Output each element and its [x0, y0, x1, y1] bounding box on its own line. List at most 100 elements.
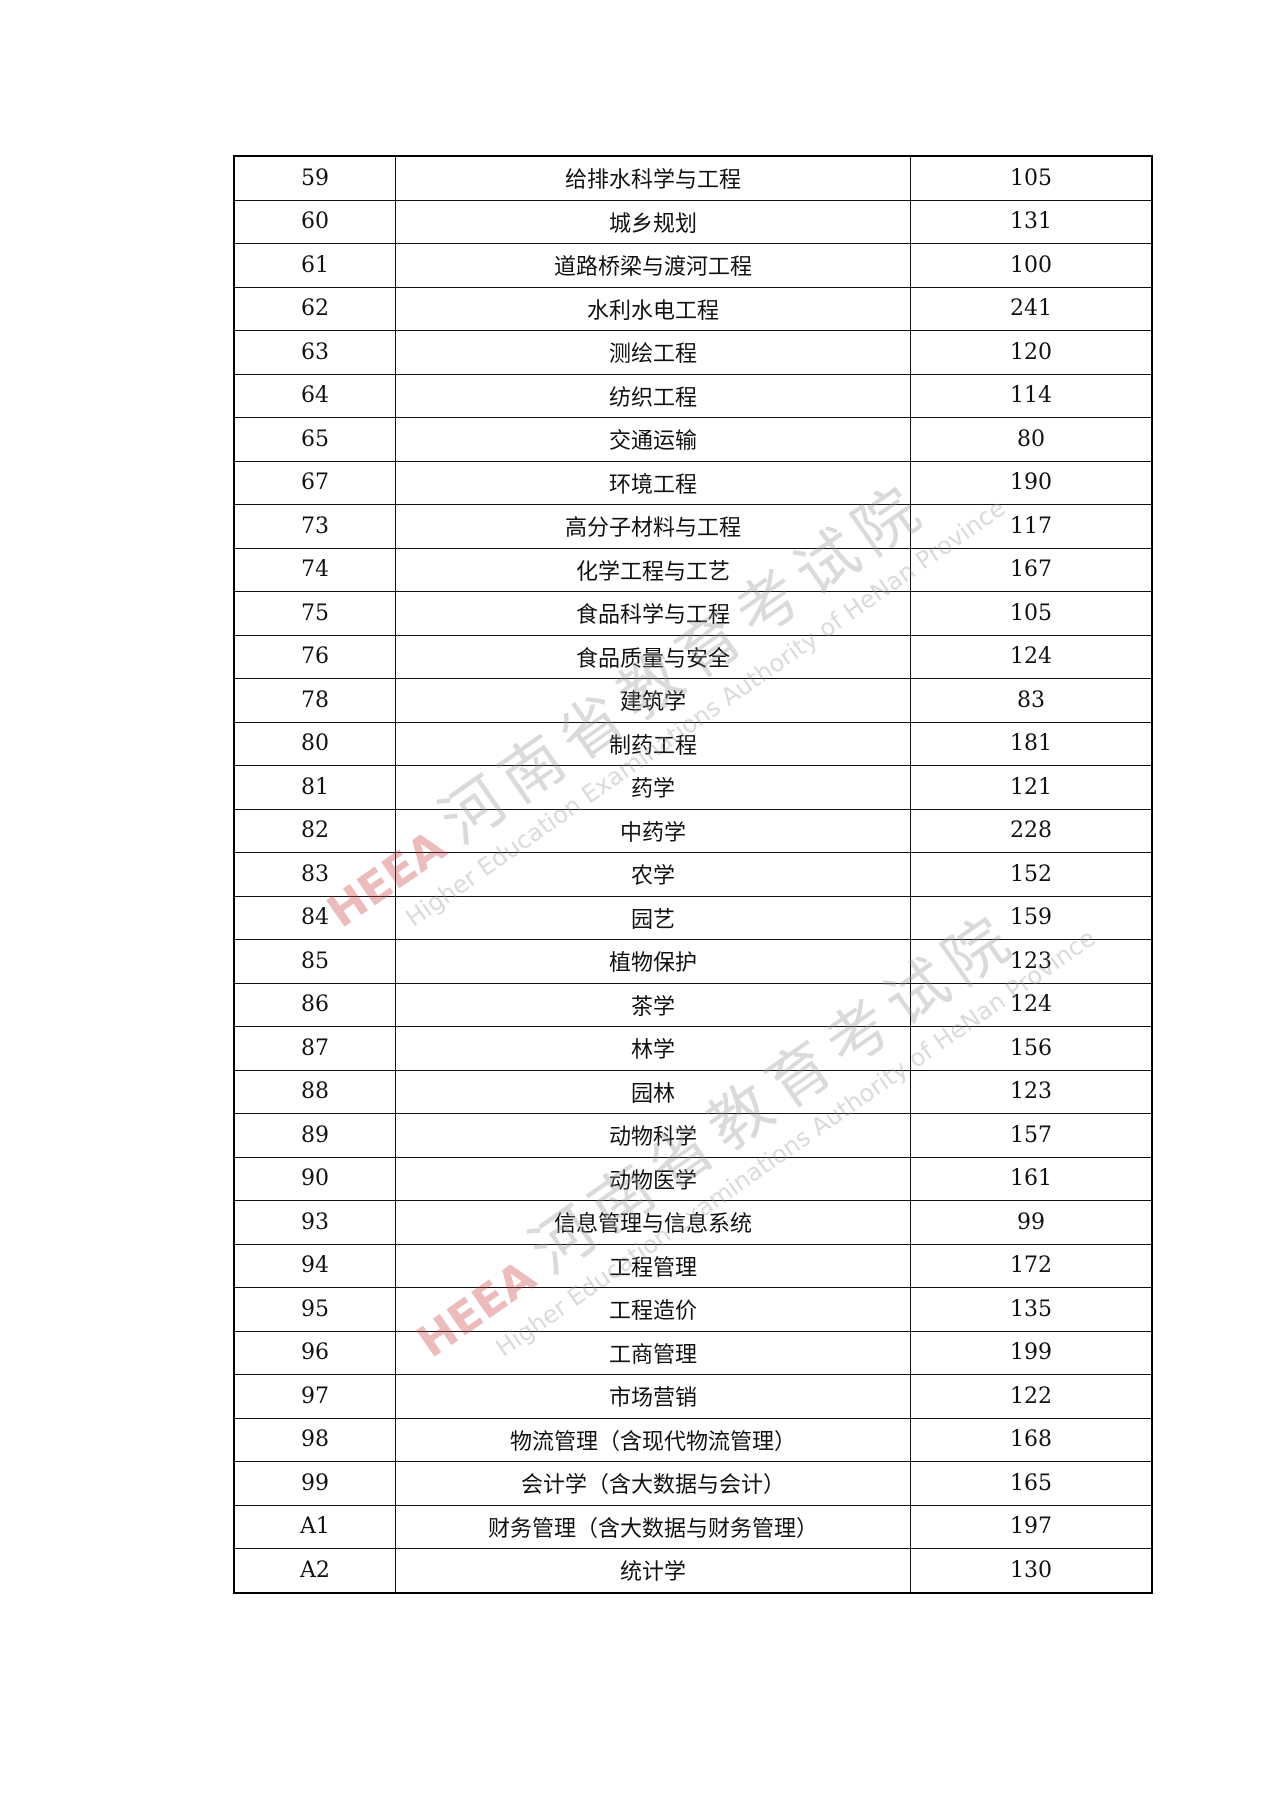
score-cell: 117 — [910, 504, 1153, 549]
code-cell: 88 — [233, 1069, 396, 1114]
table-row: 87 林学 156 — [233, 1026, 1153, 1071]
table-row: 80 制药工程 181 — [233, 721, 1153, 766]
table-row: 60 城乡规划 131 — [233, 199, 1153, 244]
major-cell: 工商管理 — [395, 1330, 911, 1375]
major-cell: 纺织工程 — [395, 373, 911, 418]
major-cell: 高分子材料与工程 — [395, 504, 911, 549]
score-cell: 157 — [910, 1113, 1153, 1158]
code-cell: 76 — [233, 634, 396, 679]
score-cell: 190 — [910, 460, 1153, 505]
score-cell: 159 — [910, 895, 1153, 940]
major-cell: 药学 — [395, 765, 911, 810]
table-row: 85 植物保护 123 — [233, 939, 1153, 984]
major-cell: 物流管理（含现代物流管理） — [395, 1417, 911, 1462]
table-row: 88 园林 123 — [233, 1069, 1153, 1114]
code-cell: 95 — [233, 1287, 396, 1332]
major-cell: 茶学 — [395, 982, 911, 1027]
major-cell: 中药学 — [395, 808, 911, 853]
table-row: 84 园艺 159 — [233, 895, 1153, 940]
major-cell: 测绘工程 — [395, 330, 911, 375]
table-row: 65 交通运输 80 — [233, 417, 1153, 462]
code-cell: 83 — [233, 852, 396, 897]
major-cell: 动物科学 — [395, 1113, 911, 1158]
table-row: 98 物流管理（含现代物流管理） 168 — [233, 1417, 1153, 1462]
code-cell: 86 — [233, 982, 396, 1027]
table-row: 94 工程管理 172 — [233, 1243, 1153, 1288]
score-cell: 130 — [910, 1548, 1153, 1593]
score-cell: 99 — [910, 1200, 1153, 1245]
code-cell: 99 — [233, 1461, 396, 1506]
table-row: 90 动物医学 161 — [233, 1156, 1153, 1201]
table-row: 62 水利水电工程 241 — [233, 286, 1153, 331]
major-cell: 城乡规划 — [395, 199, 911, 244]
major-cell: 林学 — [395, 1026, 911, 1071]
score-cell: 80 — [910, 417, 1153, 462]
score-cell: 100 — [910, 243, 1153, 288]
table-row: 82 中药学 228 — [233, 808, 1153, 853]
score-cell: 241 — [910, 286, 1153, 331]
code-cell: 87 — [233, 1026, 396, 1071]
score-cell: 121 — [910, 765, 1153, 810]
table-row: 61 道路桥梁与渡河工程 100 — [233, 243, 1153, 288]
code-cell: 82 — [233, 808, 396, 853]
code-cell: 59 — [233, 155, 396, 201]
score-cell: 135 — [910, 1287, 1153, 1332]
major-cell: 农学 — [395, 852, 911, 897]
code-cell: 94 — [233, 1243, 396, 1288]
major-cell: 统计学 — [395, 1548, 911, 1593]
code-cell: 89 — [233, 1113, 396, 1158]
score-cell: 228 — [910, 808, 1153, 853]
major-cell: 食品质量与安全 — [395, 634, 911, 679]
major-cell: 交通运输 — [395, 417, 911, 462]
code-cell: 90 — [233, 1156, 396, 1201]
table-row: 59 给排水科学与工程 105 — [233, 155, 1153, 201]
score-cell: 168 — [910, 1417, 1153, 1462]
major-cell: 水利水电工程 — [395, 286, 911, 331]
score-cell: 197 — [910, 1504, 1153, 1549]
code-cell: 74 — [233, 547, 396, 592]
score-cell: 131 — [910, 199, 1153, 244]
major-cell: 给排水科学与工程 — [395, 155, 911, 201]
major-cell: 园林 — [395, 1069, 911, 1114]
code-cell: 64 — [233, 373, 396, 418]
code-cell: 78 — [233, 678, 396, 723]
major-cell: 植物保护 — [395, 939, 911, 984]
score-cell: 114 — [910, 373, 1153, 418]
code-cell: 98 — [233, 1417, 396, 1462]
code-cell: A2 — [233, 1548, 396, 1593]
major-cell: 市场营销 — [395, 1374, 911, 1419]
score-cell: 167 — [910, 547, 1153, 592]
code-cell: 93 — [233, 1200, 396, 1245]
major-cell: 工程管理 — [395, 1243, 911, 1288]
score-cell: 181 — [910, 721, 1153, 766]
table-row: 75 食品科学与工程 105 — [233, 591, 1153, 636]
major-cell: 道路桥梁与渡河工程 — [395, 243, 911, 288]
major-cell: 食品科学与工程 — [395, 591, 911, 636]
code-cell: 80 — [233, 721, 396, 766]
major-cell: 动物医学 — [395, 1156, 911, 1201]
code-cell: A1 — [233, 1504, 396, 1549]
score-table: 59 给排水科学与工程 105 60 城乡规划 131 61 道路桥梁与渡河工程 100 62 水利… — [233, 155, 1153, 1594]
score-cell: 156 — [910, 1026, 1153, 1071]
table-row: 95 工程造价 135 — [233, 1287, 1153, 1332]
score-cell: 120 — [910, 330, 1153, 375]
code-cell: 96 — [233, 1330, 396, 1375]
code-cell: 60 — [233, 199, 396, 244]
code-cell: 63 — [233, 330, 396, 375]
score-cell: 123 — [910, 1069, 1153, 1114]
table-row: 99 会计学（含大数据与会计） 165 — [233, 1461, 1153, 1506]
major-cell: 化学工程与工艺 — [395, 547, 911, 592]
code-cell: 73 — [233, 504, 396, 549]
code-cell: 61 — [233, 243, 396, 288]
table-row: 81 药学 121 — [233, 765, 1153, 810]
table-row: 74 化学工程与工艺 167 — [233, 547, 1153, 592]
score-cell: 83 — [910, 678, 1153, 723]
table-row: 64 纺织工程 114 — [233, 373, 1153, 418]
major-cell: 工程造价 — [395, 1287, 911, 1332]
score-cell: 165 — [910, 1461, 1153, 1506]
table-row: 67 环境工程 190 — [233, 460, 1153, 505]
table-row: 73 高分子材料与工程 117 — [233, 504, 1153, 549]
score-cell: 105 — [910, 155, 1153, 201]
code-cell: 84 — [233, 895, 396, 940]
table-row: 83 农学 152 — [233, 852, 1153, 897]
